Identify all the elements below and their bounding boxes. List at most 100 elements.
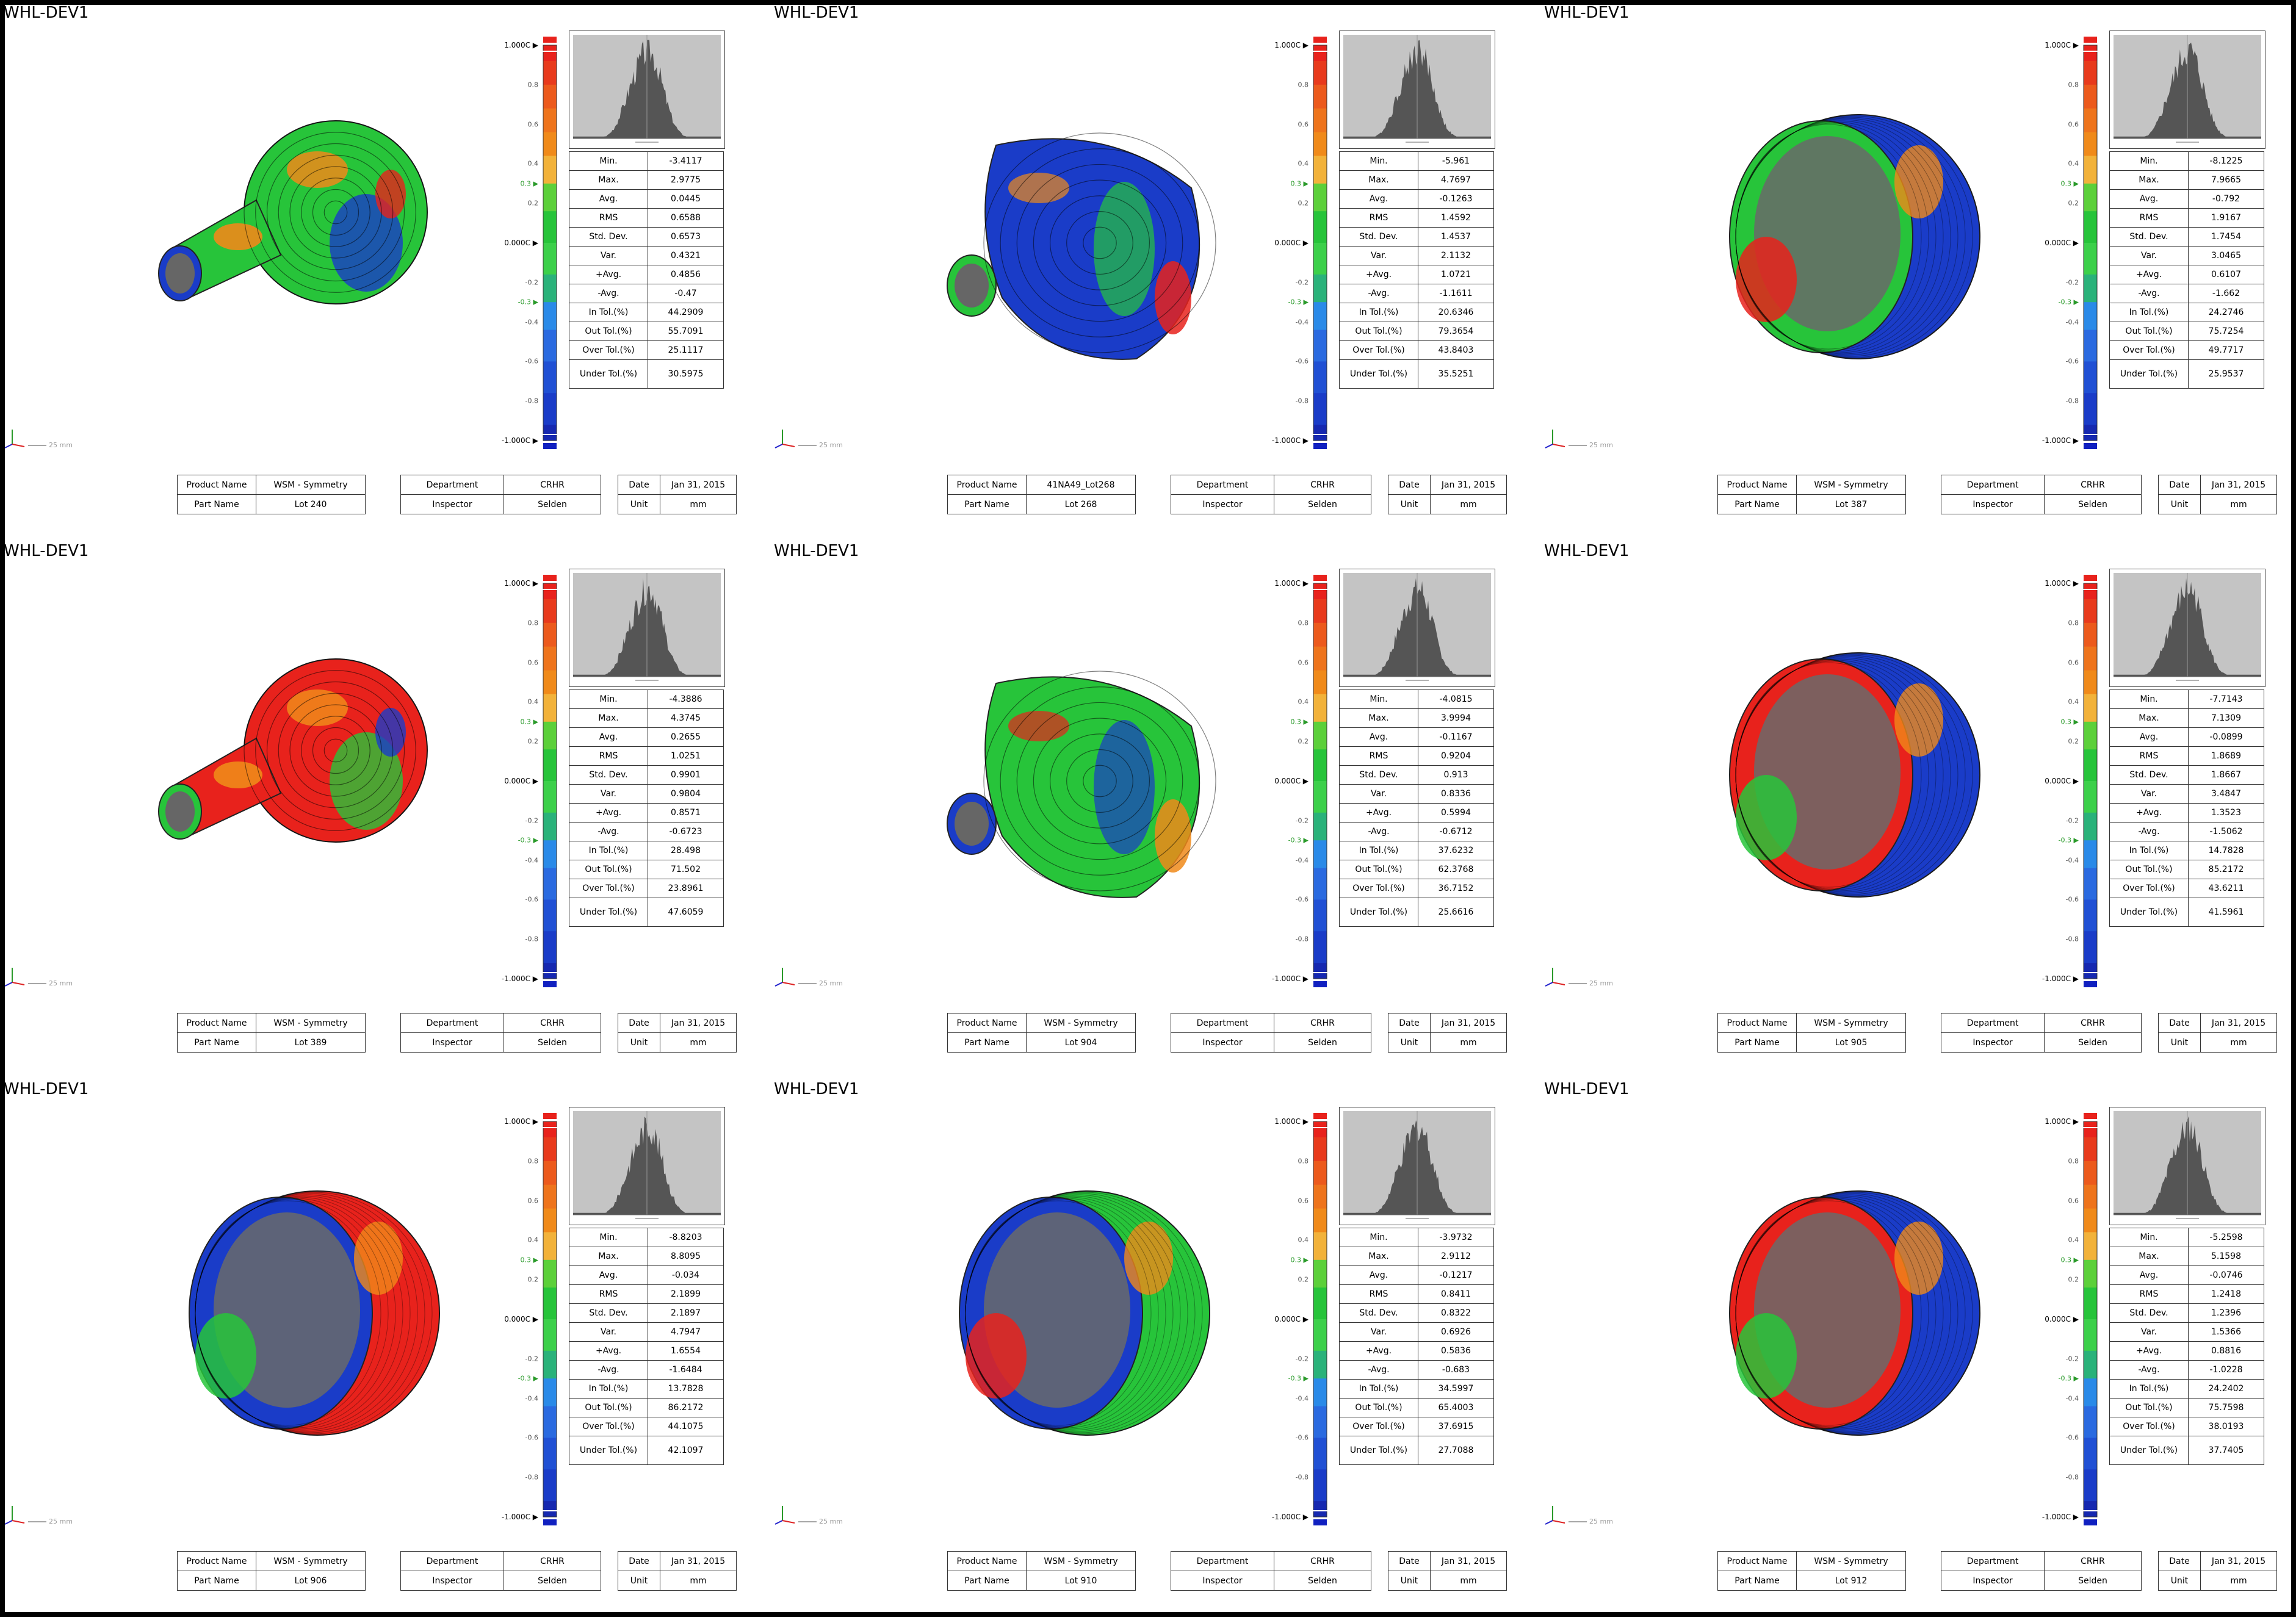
scale-band <box>2084 393 2097 425</box>
part-color-map-view[interactable] <box>134 96 452 365</box>
info-label: Part Name <box>1717 1571 1797 1591</box>
report-title: WHL-DEV1 <box>1544 543 1630 560</box>
scale-band <box>543 622 557 647</box>
part-color-map-view[interactable] <box>904 1173 1222 1441</box>
scale-band <box>2084 899 2097 932</box>
stat-row: Std. Dev. 1.8667 <box>2109 765 2264 785</box>
scale-band <box>1313 670 1327 695</box>
stat-value: -0.47 <box>648 284 724 303</box>
stat-row: Avg. -0.792 <box>2109 189 2264 209</box>
scale-band <box>543 1319 557 1352</box>
stat-row: Out Tol.(%) 86.2172 <box>569 1398 724 1417</box>
report-panel-4: WHL-DEV1 25 mm 1.000C ▶ 0.8 0.6 0.4 0.3 ▶ 0.2 0.… <box>0 543 765 1082</box>
scale-band <box>543 583 557 600</box>
stat-row: RMS 0.9204 <box>1339 746 1494 766</box>
scale-band <box>543 1438 557 1470</box>
product-info-table: Product Name 41NA49_Lot268 Part Name Lot 26… <box>947 475 1136 514</box>
info-label: Part Name <box>947 1032 1027 1053</box>
scale-labels: 1.000C ▶ 0.8 0.6 0.4 0.3 ▶ 0.2 0.000C ▶ -0.2 -0.… <box>488 1113 538 1525</box>
stat-label: Under Tol.(%) <box>569 898 648 927</box>
scale-label: 0.3 ▶ <box>2060 179 2079 188</box>
stat-label: RMS <box>2109 746 2189 766</box>
stat-value: -0.034 <box>648 1265 724 1285</box>
scale-band <box>1313 1259 1327 1288</box>
scale-band <box>543 868 557 900</box>
info-value: Jan 31, 2015 <box>2200 475 2277 495</box>
stat-row: Over Tol.(%) 36.7152 <box>1339 879 1494 898</box>
stat-value: 0.9204 <box>1418 746 1494 766</box>
report-title: WHL-DEV1 <box>774 5 859 22</box>
stat-row: Max. 7.1309 <box>2109 708 2264 728</box>
stat-label: Var. <box>569 784 648 804</box>
stat-label: Min. <box>2109 689 2189 709</box>
info-label: Inspector <box>1941 494 2045 514</box>
scale-band <box>1313 425 1327 441</box>
statistics-table: Min. -4.0815 Max. 3.9994 Avg. -0.1167 RMS 0.920… <box>1339 689 1494 927</box>
stat-label: RMS <box>1339 208 1418 228</box>
axis-triad-icon: 25 mm <box>1544 426 1617 450</box>
stat-row: RMS 1.9167 <box>2109 208 2264 228</box>
stat-value: -4.0815 <box>1418 689 1494 709</box>
deviation-color-scale <box>1312 37 1328 449</box>
stat-label: Std. Dev. <box>2109 1303 2189 1323</box>
scale-band <box>2084 1208 2097 1233</box>
stat-label: Avg. <box>1339 727 1418 747</box>
stat-row: Out Tol.(%) 79.3654 <box>1339 322 1494 341</box>
stat-label: Over Tol.(%) <box>569 340 648 360</box>
stat-label: -Avg. <box>569 822 648 841</box>
info-value: Selden <box>1274 1032 1371 1053</box>
scale-band <box>2084 108 2097 133</box>
stat-value: -1.6484 <box>648 1360 724 1380</box>
scale-band <box>2084 132 2097 157</box>
scale-label: -0.2 <box>525 816 538 825</box>
part-color-map-view[interactable] <box>134 635 452 903</box>
stat-label: Min. <box>569 151 648 171</box>
part-color-map-view[interactable] <box>904 635 1222 903</box>
scale-band <box>1313 183 1327 212</box>
stat-row: RMS 1.8689 <box>2109 746 2264 766</box>
part-color-map-view[interactable] <box>1675 635 1992 903</box>
scale-band <box>543 931 557 963</box>
part-color-map-view[interactable] <box>1675 1173 1992 1441</box>
scale-band <box>543 1501 557 1517</box>
scale-band <box>543 425 557 441</box>
scale-band <box>543 1259 557 1288</box>
info-value: WSM - Symmetry <box>256 1013 366 1033</box>
scale-label: 0.8 <box>1298 1157 1309 1165</box>
info-label: Inspector <box>1171 1571 1274 1591</box>
scale-band <box>1313 1137 1327 1162</box>
scale-band <box>2084 211 2097 243</box>
part-color-map-view[interactable] <box>904 96 1222 365</box>
deviation-histogram <box>2109 31 2265 149</box>
part-color-map-view[interactable] <box>1675 96 1992 365</box>
stat-row: Max. 2.9775 <box>569 170 724 190</box>
scale-band <box>1313 721 1327 750</box>
stat-value: 1.0721 <box>1418 265 1494 284</box>
stat-label: Avg. <box>569 189 648 209</box>
stat-value: -0.0746 <box>2188 1265 2264 1285</box>
date-info-table: Date Jan 31, 2015 Unit mm <box>1388 475 1507 514</box>
stat-row: Out Tol.(%) 65.4003 <box>1339 1398 1494 1417</box>
info-label: Unit <box>1388 1571 1431 1591</box>
stat-label: +Avg. <box>569 265 648 284</box>
stat-label: Out Tol.(%) <box>2109 322 2189 341</box>
scale-labels: 1.000C ▶ 0.8 0.6 0.4 0.3 ▶ 0.2 0.000C ▶ -0.2 -0.… <box>2029 37 2079 449</box>
scale-band <box>2084 781 2097 813</box>
scale-label: 0.000C ▶ <box>1274 239 1309 247</box>
scale-band <box>2084 84 2097 109</box>
stat-label: In Tol.(%) <box>2109 303 2189 322</box>
info-value: mm <box>1430 1571 1507 1591</box>
stat-value: -1.1611 <box>1418 284 1494 303</box>
scale-band <box>2084 721 2097 750</box>
stat-row: Std. Dev. 1.4537 <box>1339 227 1494 247</box>
stat-value: 1.5366 <box>2188 1322 2264 1342</box>
info-label: Part Name <box>947 1571 1027 1591</box>
info-value: Jan 31, 2015 <box>1430 1013 1507 1033</box>
scale-label: 1.000C ▶ <box>504 41 538 49</box>
scale-band <box>1313 583 1327 600</box>
info-value: Selden <box>504 1032 601 1053</box>
stat-label: Avg. <box>2109 1265 2189 1285</box>
part-color-map-view[interactable] <box>134 1173 452 1441</box>
scale-band <box>1313 1438 1327 1470</box>
scale-label: 0.6 <box>2068 658 2079 667</box>
